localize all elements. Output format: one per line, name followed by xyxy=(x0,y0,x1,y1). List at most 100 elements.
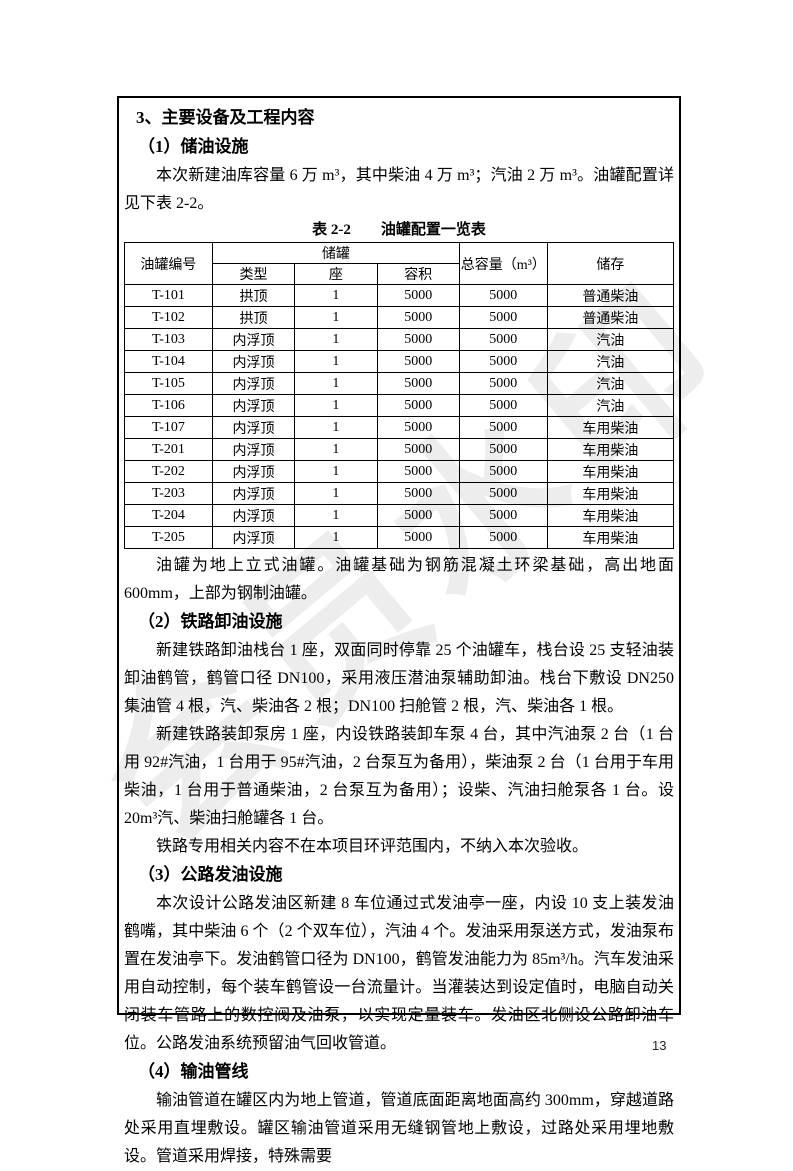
table-cell: 5000 xyxy=(376,306,460,329)
table-row: T-104 内浮顶 1 5000 5000 汽油 xyxy=(124,350,675,373)
table-cell: 普通柴油 xyxy=(546,306,675,329)
header-count: 座 xyxy=(294,263,378,285)
table-cell: 汽油 xyxy=(546,328,675,351)
paragraph-storage-capacity: 本次新建油库容量 6 万 m³，其中柴油 4 万 m³；汽油 2 万 m³。油罐… xyxy=(124,167,674,212)
table-cell: 车用柴油 xyxy=(546,416,675,439)
table-row: T-203 内浮顶 1 5000 5000 车用柴油 xyxy=(124,482,675,505)
paragraph-rail-unloading-1: 新建铁路卸油栈台 1 座，双面同时停靠 25 个油罐车，栈台设 25 支轻油装卸… xyxy=(124,642,674,715)
table-cell: 汽油 xyxy=(546,394,675,417)
table-cell: 内浮顶 xyxy=(211,482,296,505)
table-cell: 内浮顶 xyxy=(211,460,296,483)
table-cell: 5000 xyxy=(458,284,548,307)
table-row: T-201 内浮顶 1 5000 5000 车用柴油 xyxy=(124,438,675,461)
table-cell: T-203 xyxy=(124,482,213,505)
table-row: T-101 拱顶 1 5000 5000 普通柴油 xyxy=(124,284,675,307)
table-cell: 5000 xyxy=(376,482,460,505)
table-cell: T-101 xyxy=(124,284,213,307)
table-cell: 内浮顶 xyxy=(211,350,296,373)
header-volume: 容积 xyxy=(376,263,460,285)
table-cell: 5000 xyxy=(376,504,460,527)
table-row: T-107 内浮顶 1 5000 5000 车用柴油 xyxy=(124,416,675,439)
table-cell: 1 xyxy=(294,504,378,527)
tank-config-table: 油罐编号 储罐 总容量（m³） 储存 类型 座 容积 T-101 拱顶 1 5000 5… xyxy=(124,242,675,549)
table-cell: 5000 xyxy=(458,372,548,395)
paragraph-rail-unloading-2: 新建铁路装卸泵房 1 座，内设铁路装卸车泵 4 台，其中汽油泵 2 台（1 台用… xyxy=(124,726,674,827)
table-cell: 5000 xyxy=(376,394,460,417)
table-cell: T-105 xyxy=(124,372,213,395)
table-header-row-1: 油罐编号 储罐 总容量（m³） 储存 xyxy=(124,242,675,285)
table-cell: 拱顶 xyxy=(211,284,296,307)
table-cell: 5000 xyxy=(376,350,460,373)
table-cell: 5000 xyxy=(376,526,460,549)
table-cell: 内浮顶 xyxy=(211,416,296,439)
table-row: T-204 内浮顶 1 5000 5000 车用柴油 xyxy=(124,504,675,527)
table-cell: T-205 xyxy=(124,526,213,549)
table-cell: 内浮顶 xyxy=(211,438,296,461)
table-cell: 汽油 xyxy=(546,350,675,373)
content-box: 3、主要设备及工程内容 （1）储油设施 本次新建油库容量 6 万 m³，其中柴油… xyxy=(117,96,681,1165)
table-cell: 1 xyxy=(294,416,378,439)
table-row: T-202 内浮顶 1 5000 5000 车用柴油 xyxy=(124,460,675,483)
paragraph-oil-pipeline: 输油管道在罐区内为地上管道，管道底面距离地面高约 300mm，穿越道路处采用直埋… xyxy=(124,1092,674,1165)
table-caption: 表 2-2 油罐配置一览表 xyxy=(312,222,486,238)
table-cell: 5000 xyxy=(376,460,460,483)
table-cell: 车用柴油 xyxy=(546,438,675,461)
table-cell: 内浮顶 xyxy=(211,328,296,351)
table-cell: 5000 xyxy=(458,504,548,527)
table-row: T-105 内浮顶 1 5000 5000 汽油 xyxy=(124,372,675,395)
header-tank-no: 油罐编号 xyxy=(124,242,213,285)
table-header: 油罐编号 储罐 总容量（m³） 储存 类型 座 容积 xyxy=(124,242,675,285)
table-cell: 车用柴油 xyxy=(546,504,675,527)
table-cell: 1 xyxy=(294,328,378,351)
table-cell: 5000 xyxy=(458,526,548,549)
table-cell: T-201 xyxy=(124,438,213,461)
table-cell: 普通柴油 xyxy=(546,284,675,307)
table-cell: T-106 xyxy=(124,394,213,417)
table-cell: 内浮顶 xyxy=(211,504,296,527)
table-cell: 5000 xyxy=(376,284,460,307)
table-cell: 车用柴油 xyxy=(546,526,675,549)
table-cell: T-204 xyxy=(124,504,213,527)
header-storage-tank-group: 储罐 xyxy=(211,242,460,264)
table-cell: 车用柴油 xyxy=(546,460,675,483)
table-cell: 5000 xyxy=(458,306,548,329)
table-row: T-103 内浮顶 1 5000 5000 汽油 xyxy=(124,328,675,351)
table-cell: 5000 xyxy=(458,328,548,351)
table-cell: 1 xyxy=(294,284,378,307)
table-cell: 5000 xyxy=(376,416,460,439)
table-row: T-102 拱顶 1 5000 5000 普通柴油 xyxy=(124,306,675,329)
subsection-2-title: （2）铁路卸油设施 xyxy=(138,612,283,631)
table-cell: 拱顶 xyxy=(211,306,296,329)
table-cell: 内浮顶 xyxy=(211,394,296,417)
table-cell: 内浮顶 xyxy=(211,526,296,549)
document-page: 会员水印 3、主要设备及工程内容 （1）储油设施 本次新建油库容量 6 万 m³… xyxy=(67,96,764,1165)
table-cell: 5000 xyxy=(458,350,548,373)
table-row: T-106 内浮顶 1 5000 5000 汽油 xyxy=(124,394,675,417)
header-type: 类型 xyxy=(211,263,296,285)
header-stored-product: 储存 xyxy=(546,242,675,285)
table-cell: T-104 xyxy=(124,350,213,373)
table-cell: 车用柴油 xyxy=(546,482,675,505)
tank-table-body: T-101 拱顶 1 5000 5000 普通柴油 T-102 拱顶 1 5000 5000 普通柴油… xyxy=(124,284,675,549)
table-cell: 5000 xyxy=(458,416,548,439)
paragraph-tank-foundation: 油罐为地上立式油罐。油罐基础为钢筋混凝土环梁基础，高出地面 600mm，上部为钢… xyxy=(124,557,674,602)
table-cell: 1 xyxy=(294,306,378,329)
table-cell: T-103 xyxy=(124,328,213,351)
table-cell: 1 xyxy=(294,372,378,395)
table-cell: 1 xyxy=(294,350,378,373)
table-cell: 汽油 xyxy=(546,372,675,395)
table-cell: 5000 xyxy=(376,438,460,461)
table-cell: 1 xyxy=(294,482,378,505)
table-cell: 5000 xyxy=(458,482,548,505)
paragraph-road-dispensing: 本次设计公路发油区新建 8 车位通过式发油亭一座，内设 10 支上装发油鹤嘴，其… xyxy=(124,895,674,1052)
table-cell: 5000 xyxy=(376,328,460,351)
table-row: T-205 内浮顶 1 5000 5000 车用柴油 xyxy=(124,526,675,549)
table-cell: 5000 xyxy=(376,372,460,395)
header-total-capacity: 总容量（m³） xyxy=(458,242,548,285)
table-cell: 5000 xyxy=(458,394,548,417)
table-cell: 5000 xyxy=(458,438,548,461)
paragraph-rail-scope-note: 铁路专用相关内容不在本项目环评范围内，不纳入本次验收。 xyxy=(156,838,589,855)
table-cell: T-102 xyxy=(124,306,213,329)
subsection-1-title: （1）储油设施 xyxy=(138,137,249,156)
page-number: 13 xyxy=(652,1038,667,1053)
